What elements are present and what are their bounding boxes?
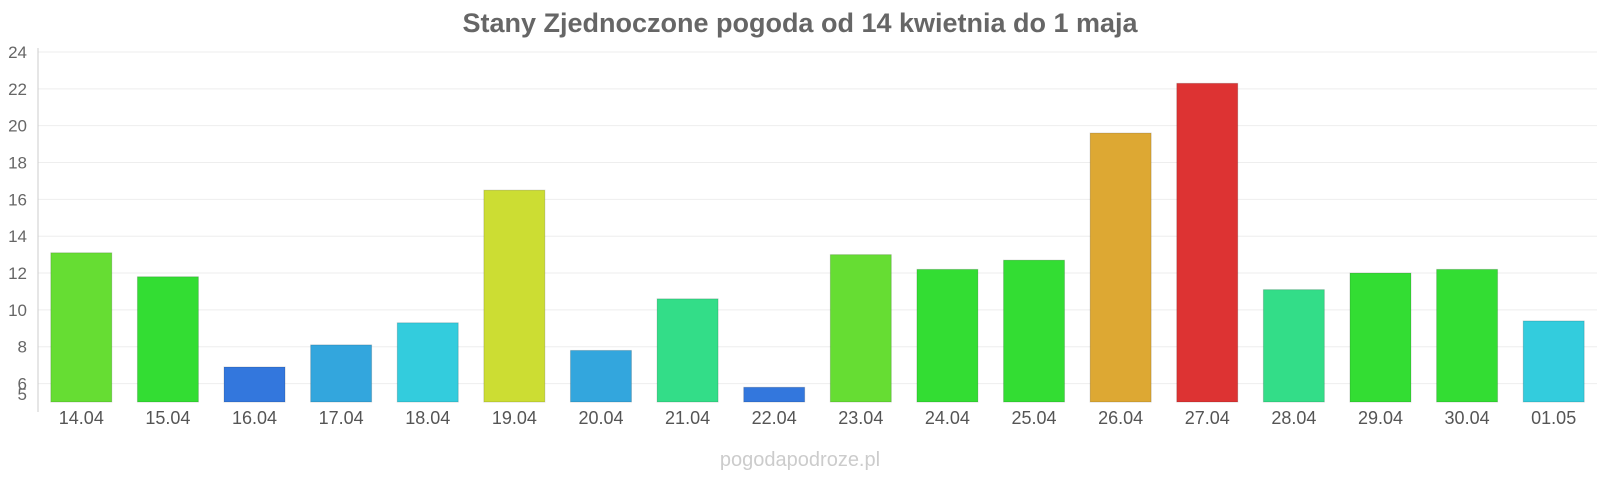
x-tick-label: 01.05 <box>1531 408 1576 428</box>
bar-23.04[interactable] <box>829 254 892 403</box>
bar-30.04[interactable] <box>1436 268 1499 403</box>
bar-20.04[interactable] <box>569 349 632 403</box>
y-tick-label: 20 <box>8 117 27 136</box>
y-tick-label: 5 <box>18 385 27 404</box>
bar-24.04[interactable] <box>916 268 979 403</box>
bar-16.04[interactable] <box>223 366 286 403</box>
bar-19.04[interactable] <box>483 189 546 403</box>
y-axis-ticks: 56 8 10 12 14 16 18 20 22 24 <box>8 43 27 404</box>
bar-15.04[interactable] <box>136 276 199 403</box>
x-tick-label: 25.04 <box>1012 408 1057 428</box>
bar-25.04[interactable] <box>1003 259 1066 403</box>
y-tick-label: 12 <box>8 264 27 283</box>
x-tick-label: 19.04 <box>492 408 537 428</box>
bar-21.04[interactable] <box>656 298 719 403</box>
bar-26.04[interactable] <box>1089 132 1152 403</box>
y-tick-label: 22 <box>8 80 27 99</box>
bar-28.04[interactable] <box>1262 289 1325 403</box>
x-tick-label: 17.04 <box>319 408 364 428</box>
x-tick-label: 18.04 <box>405 408 450 428</box>
y-tick-label: 6 <box>18 375 27 394</box>
bar-17.04[interactable] <box>310 344 373 403</box>
bars <box>50 82 1585 403</box>
y-tick-label: 16 <box>8 190 27 209</box>
x-tick-label: 26.04 <box>1098 408 1143 428</box>
x-tick-label: 22.04 <box>752 408 797 428</box>
y-tick-label: 10 <box>8 301 27 320</box>
x-tick-label: 28.04 <box>1271 408 1316 428</box>
x-axis-ticks: 14.04 15.04 16.04 17.04 18.04 19.04 20.04 21.04… <box>59 408 1576 428</box>
x-tick-label: 29.04 <box>1358 408 1403 428</box>
x-tick-label: 21.04 <box>665 408 710 428</box>
bar-22.04[interactable] <box>743 386 806 403</box>
chart-title: Stany Zjednoczone pogoda od 14 kwietnia … <box>462 8 1138 38</box>
x-tick-label: 20.04 <box>578 408 623 428</box>
x-tick-label: 16.04 <box>232 408 277 428</box>
bar-27.04[interactable] <box>1176 82 1239 403</box>
x-tick-label: 27.04 <box>1185 408 1230 428</box>
x-tick-label: 15.04 <box>145 408 190 428</box>
bar-01.05[interactable] <box>1522 320 1585 403</box>
bar-29.04[interactable] <box>1349 272 1412 403</box>
y-tick-label: 24 <box>8 43 27 62</box>
grid-lines <box>38 51 1597 385</box>
x-tick-label: 30.04 <box>1445 408 1490 428</box>
bar-18.04[interactable] <box>396 322 459 403</box>
x-tick-label: 23.04 <box>838 408 883 428</box>
y-tick-label: 18 <box>8 154 27 173</box>
y-tick-label: 8 <box>18 338 27 357</box>
site-watermark: pogodapodroze.pl <box>719 449 881 471</box>
bar-14.04[interactable] <box>50 252 113 403</box>
y-tick-label: 14 <box>8 227 27 246</box>
x-tick-label: 14.04 <box>59 408 104 428</box>
x-tick-label: 24.04 <box>925 408 970 428</box>
